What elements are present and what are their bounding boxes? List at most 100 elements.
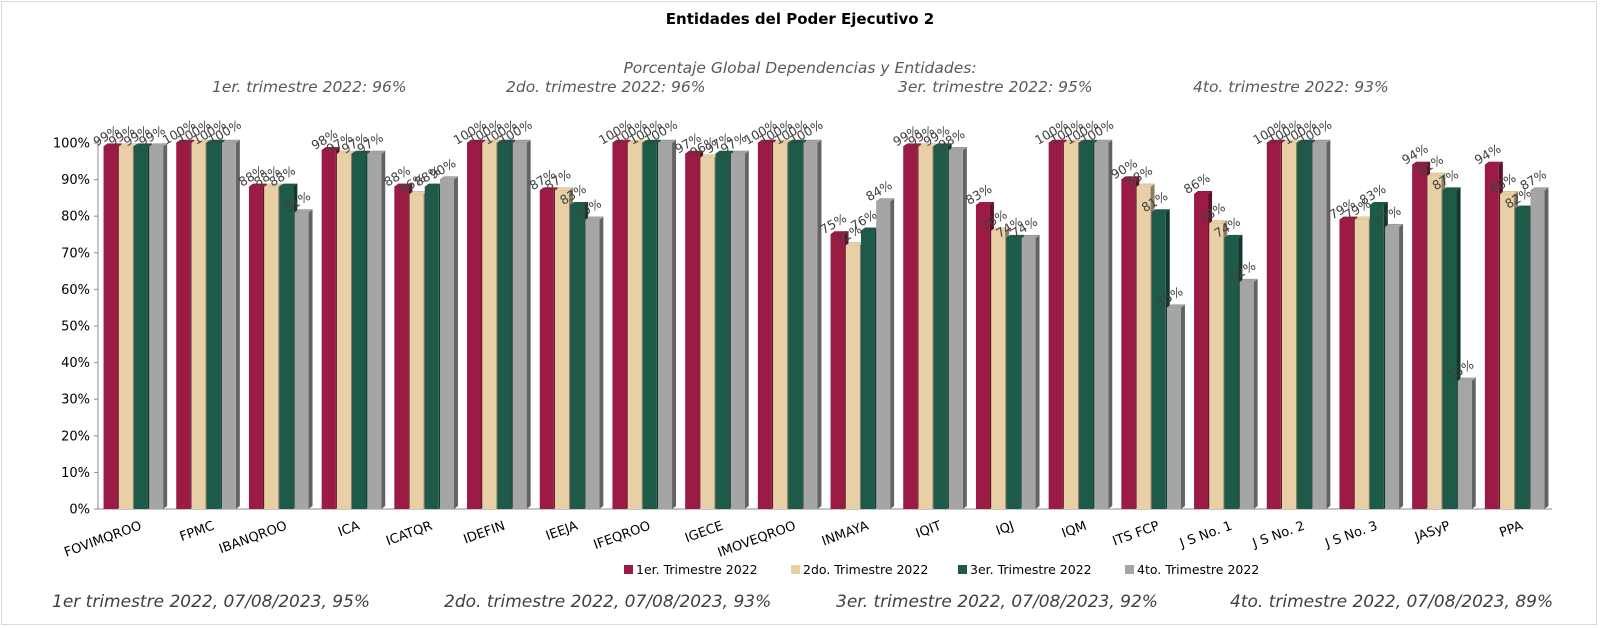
bar-j-s-no-2-4 — [1311, 139, 1332, 509]
annotation-top-q3: 3er. trimestre 2022: 95% — [898, 78, 1093, 96]
legend-swatch-3 — [958, 565, 967, 574]
bar-front — [1500, 194, 1515, 510]
legend-swatch-1 — [624, 565, 633, 574]
category-label-ifeqroo: IFEQROO — [592, 519, 653, 553]
legend-swatch-4 — [1125, 565, 1134, 574]
bar-front — [1281, 143, 1296, 509]
bar-front — [352, 153, 367, 510]
y-tick-label: 80% — [61, 210, 90, 225]
y-tick-label: 60% — [61, 283, 90, 298]
bar-front — [221, 143, 236, 509]
bar-front — [191, 143, 206, 509]
bar-front — [876, 201, 891, 509]
bar-front — [845, 245, 860, 510]
bar-side — [672, 140, 677, 509]
bar-front — [394, 186, 409, 510]
bar-front — [1063, 143, 1078, 509]
bar-front — [570, 205, 585, 509]
bar-front — [467, 143, 482, 509]
category-label-igece: IGECE — [683, 519, 725, 547]
category-label-jasyp: JASyP — [1412, 519, 1452, 546]
bar-front — [294, 212, 309, 510]
bar-front — [512, 143, 527, 509]
bar-front — [585, 219, 600, 510]
bar-ppa-4 — [1529, 187, 1550, 509]
bar-side — [599, 216, 604, 510]
legend-label-4: 4to. Trimestre 2022 — [1137, 562, 1259, 577]
category-label-j-s-no-3: J S No. 3 — [1322, 519, 1379, 552]
bar-front — [1266, 143, 1281, 509]
annotation-bottom-q1: 1er trimestre 2022, 07/08/2023, 95% — [52, 592, 371, 612]
annotation-top-q2: 2do. trimestre 2022: 96% — [506, 78, 706, 96]
bar-front — [248, 186, 263, 510]
bar-iqit-4 — [948, 147, 968, 509]
category-label-j-s-no-1: J S No. 1 — [1177, 519, 1234, 552]
y-tick-label: 90% — [61, 173, 90, 188]
bar-front — [482, 143, 497, 509]
bar-front — [206, 143, 221, 509]
bar-front — [1412, 164, 1427, 509]
annotation-bottom-q4: 4to. trimestre 2022, 07/08/2023, 89% — [1230, 592, 1554, 612]
y-tick-label: 0% — [69, 503, 90, 518]
bar-front — [103, 146, 118, 509]
category-label-ieeja: IEEJA — [544, 519, 580, 544]
bar-side — [1399, 224, 1404, 509]
bar-ica-4 — [366, 150, 386, 510]
bar-front — [948, 150, 963, 509]
bar-front — [1079, 143, 1094, 509]
bar-front — [730, 153, 745, 510]
bar-iqm-4 — [1093, 139, 1113, 509]
bar-front — [860, 230, 875, 509]
bar-front — [279, 186, 294, 510]
y-tick-label: 20% — [61, 429, 90, 444]
category-label-its-fcp: ITS FCP — [1111, 519, 1162, 550]
y-tick-label: 50% — [61, 320, 90, 335]
bar-its-fcp-4 — [1166, 304, 1186, 509]
bar-front — [118, 146, 133, 509]
bar-jasyp-4 — [1457, 377, 1477, 509]
bar-front — [773, 143, 788, 509]
bar-side — [1035, 235, 1040, 509]
bar-front — [627, 143, 642, 509]
bar-front — [918, 146, 933, 509]
bar-side — [962, 147, 967, 509]
category-label-imoveqroo: IMOVEQROO — [716, 519, 798, 561]
bar-ibanqroo-4 — [293, 209, 314, 510]
bar-side — [381, 150, 386, 510]
bar-front — [1239, 282, 1254, 509]
bar-front — [1530, 190, 1545, 509]
bar-ieeja-4 — [584, 216, 605, 510]
bar-side — [1253, 279, 1258, 509]
bar-front — [497, 143, 512, 509]
bar-front — [700, 157, 715, 509]
bar-side — [890, 198, 895, 509]
bar-front — [1442, 190, 1457, 509]
category-label-ica: ICA — [336, 519, 362, 541]
bar-front — [1194, 194, 1209, 510]
bar-side — [453, 176, 458, 509]
legend-swatch-2 — [791, 565, 800, 574]
bar-front — [612, 143, 627, 509]
bar-fovimqroo-4 — [148, 143, 168, 509]
bar-side — [1471, 377, 1476, 509]
bar-side — [1108, 140, 1113, 509]
bar-front — [1312, 143, 1327, 509]
bar-front — [336, 153, 351, 510]
bar-front — [658, 143, 673, 509]
bar-front — [321, 150, 336, 509]
bar-front — [1136, 186, 1151, 510]
category-label-icatqr: ICATQR — [384, 519, 434, 550]
bar-front — [685, 153, 700, 510]
bar-side — [235, 140, 240, 509]
y-tick-label: 70% — [61, 246, 90, 261]
bar-side — [526, 140, 531, 509]
bar-inmaya-4 — [875, 198, 895, 509]
category-label-fovimqroo: FOVIMQROO — [62, 519, 143, 561]
bar-front — [1048, 143, 1063, 509]
category-label-ppa: PPA — [1498, 519, 1526, 541]
legend-label-1: 1er. Trimestre 2022 — [636, 562, 758, 577]
category-label-inmaya: INMAYA — [820, 519, 871, 550]
bar-front — [554, 190, 569, 509]
category-label-ibanqroo: IBANQROO — [217, 519, 289, 557]
